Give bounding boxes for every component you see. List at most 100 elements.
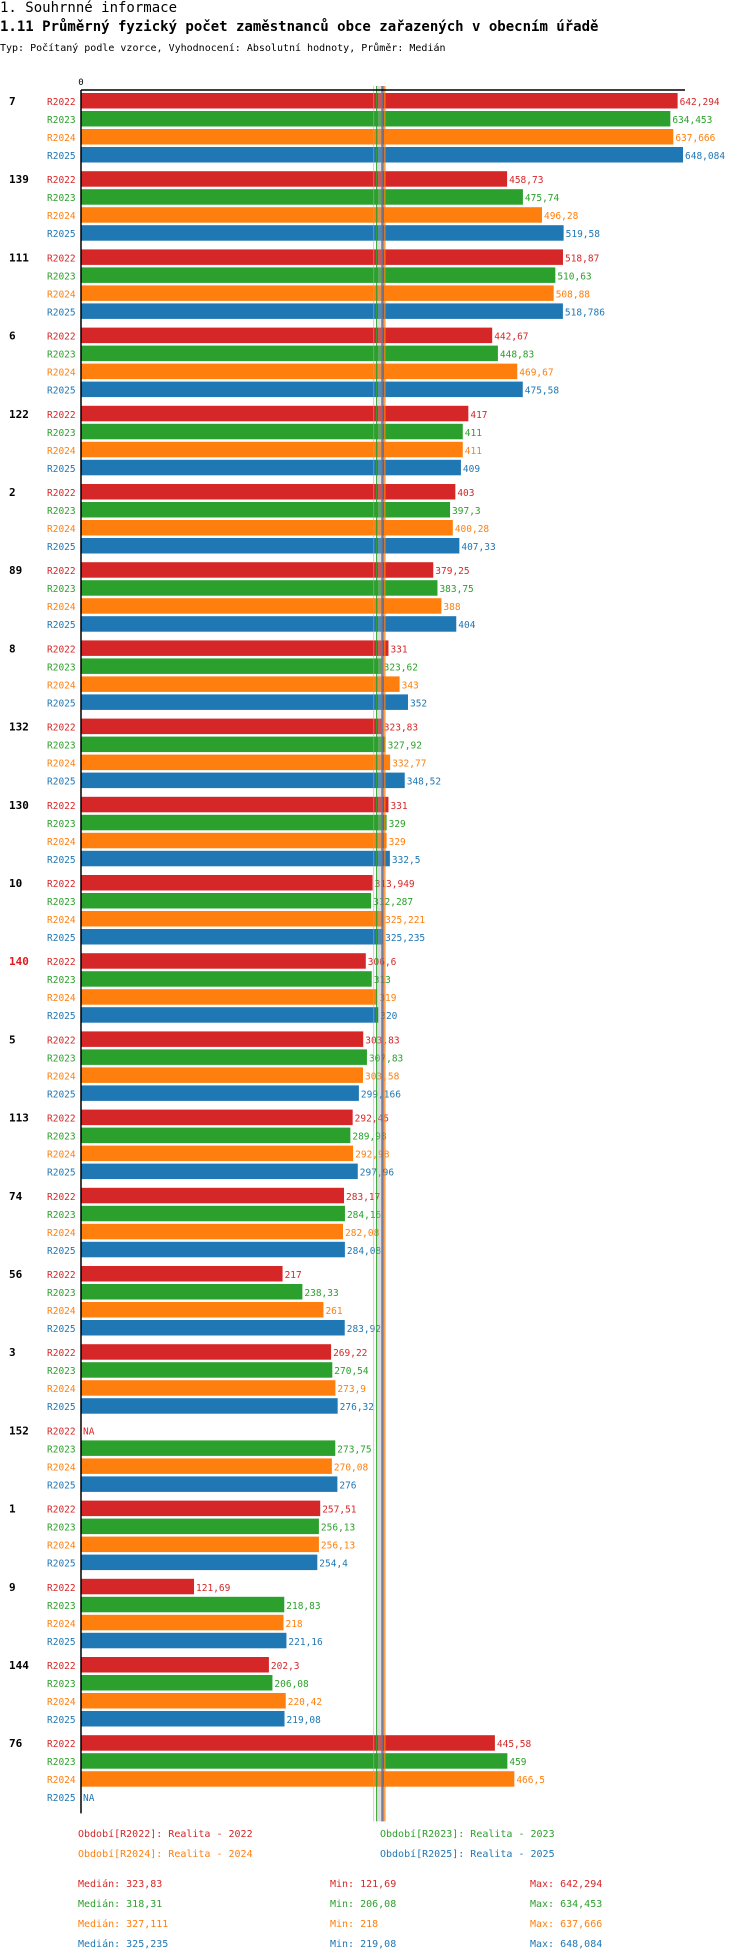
bar — [81, 832, 387, 849]
series-label: R2023 — [47, 741, 76, 752]
bar — [81, 225, 564, 241]
bar — [81, 1266, 283, 1282]
bar — [81, 796, 389, 813]
bar — [81, 285, 554, 301]
data-label: 256,13 — [321, 1541, 355, 1552]
stat-median: Medián: 325,235 — [78, 1938, 168, 1950]
series-label: R2022 — [47, 1035, 76, 1046]
data-label: 313,949 — [375, 879, 415, 890]
data-label: 518,786 — [565, 307, 605, 318]
bar — [81, 1398, 338, 1414]
bar — [81, 363, 518, 380]
bar — [81, 249, 563, 265]
legend-item: Období[R2022]: Realita - 2022 — [78, 1828, 253, 1840]
bar — [81, 1344, 332, 1360]
bar — [81, 1320, 345, 1336]
bar — [81, 1127, 351, 1144]
data-label: 388 — [443, 602, 460, 613]
chart-subtitle: Typ: Počítaný podle vzorce, Vyhodnocení:… — [0, 43, 446, 54]
data-label: 332,5 — [392, 855, 421, 866]
bar — [81, 345, 498, 362]
bar — [81, 875, 373, 891]
series-label: R2024 — [47, 1462, 76, 1473]
bar — [81, 598, 442, 614]
bar — [81, 502, 451, 518]
bar — [81, 538, 460, 554]
series-label: R2024 — [47, 211, 76, 222]
bar — [81, 207, 542, 223]
series-label: R2024 — [47, 524, 76, 535]
series-label: R2022 — [47, 1348, 76, 1359]
data-label: 475,74 — [525, 193, 560, 204]
bar — [81, 1632, 287, 1649]
series-label: R2024 — [47, 368, 76, 379]
bar — [81, 1284, 303, 1300]
data-label: 273,9 — [337, 1384, 366, 1395]
bar — [81, 423, 463, 440]
bar — [81, 850, 390, 867]
data-label: 397,3 — [452, 506, 481, 517]
bar — [81, 814, 387, 831]
series-label: R2024 — [47, 680, 76, 691]
data-label: 289,98 — [352, 1132, 387, 1143]
series-label: R2025 — [47, 933, 76, 944]
bar — [81, 1500, 321, 1517]
data-label: 642,294 — [680, 97, 720, 108]
series-label: R2025 — [47, 1637, 76, 1648]
series-label: R2023 — [47, 1053, 76, 1064]
category-label: 74 — [9, 1190, 23, 1203]
data-label: 257,51 — [322, 1505, 357, 1516]
data-label: 411 — [465, 446, 482, 457]
bar — [81, 929, 384, 945]
bar — [81, 381, 523, 398]
bar — [81, 1735, 495, 1751]
series-label: R2023 — [47, 193, 76, 204]
series-label: R2024 — [47, 1306, 76, 1317]
series-label: R2024 — [47, 1541, 76, 1552]
data-label: 469,67 — [519, 368, 553, 379]
series-label: R2025 — [47, 1011, 76, 1022]
category-label: 122 — [9, 408, 29, 421]
data-label: 299,166 — [361, 1089, 401, 1100]
data-label: 292,98 — [355, 1150, 390, 1161]
bar — [81, 953, 366, 969]
series-label: R2022 — [47, 97, 76, 108]
series-label: R2024 — [47, 993, 76, 1004]
data-label: 329 — [389, 819, 406, 830]
data-label: 323,62 — [384, 662, 418, 673]
data-label: 496,28 — [544, 211, 579, 222]
data-label: 284,16 — [347, 1210, 382, 1221]
series-label: R2025 — [47, 151, 76, 162]
category-label: 2 — [9, 486, 16, 499]
data-label: 442,67 — [494, 332, 528, 343]
category-label: 111 — [9, 251, 29, 264]
bar — [81, 1163, 358, 1180]
bar — [81, 484, 456, 500]
data-label: 379,25 — [435, 566, 469, 577]
series-label: R2025 — [47, 1402, 76, 1413]
data-label: 323,83 — [384, 723, 418, 734]
bar — [81, 1223, 344, 1240]
data-label: 409 — [463, 464, 480, 475]
data-label: 220,42 — [288, 1697, 322, 1708]
bar — [81, 1241, 345, 1258]
data-label: 404 — [458, 620, 475, 631]
stat-max: Max: 642,294 — [530, 1879, 602, 1890]
data-label: 320 — [380, 1011, 397, 1022]
bar — [81, 1518, 319, 1535]
x-tick-label: 0 — [78, 78, 83, 88]
series-label: R2023 — [47, 1366, 76, 1377]
stat-max: Max: 634,453 — [530, 1899, 602, 1910]
series-label: R2024 — [47, 289, 76, 300]
series-label: R2022 — [47, 1270, 76, 1281]
data-label: 325,221 — [385, 915, 425, 926]
bar — [81, 1007, 379, 1023]
data-label: 519,58 — [566, 229, 601, 240]
bar — [81, 1476, 338, 1492]
series-label: R2023 — [47, 1757, 76, 1768]
series-label: R2023 — [47, 506, 76, 517]
stat-min: Min: 219,08 — [330, 1939, 396, 1950]
data-label: 343 — [402, 680, 419, 691]
category-label: 89 — [9, 564, 22, 577]
